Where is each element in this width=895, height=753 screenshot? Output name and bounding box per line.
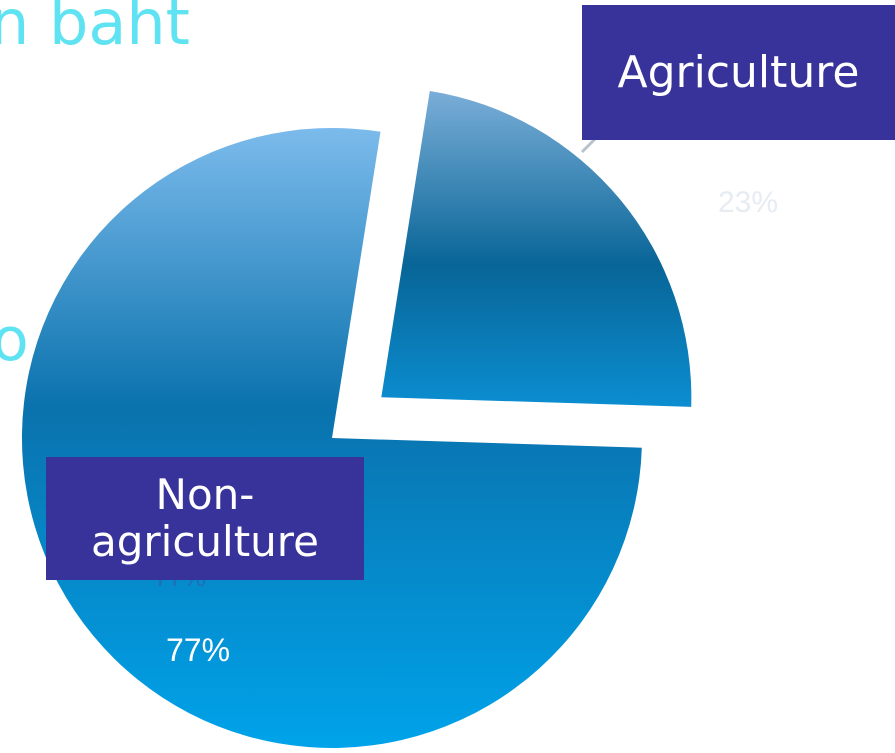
- side-text-fragment: o: [0, 305, 29, 375]
- pie-slice-non-agriculture: [21, 127, 642, 748]
- agriculture-label-box: Agriculture: [582, 5, 895, 140]
- agriculture-label: Agriculture: [617, 47, 860, 98]
- title-fragment: n baht: [0, 0, 190, 59]
- non-agriculture-label-box: Non- agriculture: [46, 457, 364, 580]
- pie-slice-agriculture: [381, 91, 692, 407]
- non-agriculture-label-line1: Non-: [155, 470, 255, 520]
- data-label-non-agriculture: 77%: [166, 632, 231, 668]
- non-agriculture-label-line2: agriculture: [91, 516, 319, 566]
- data-label-agriculture: 23%: [718, 186, 779, 219]
